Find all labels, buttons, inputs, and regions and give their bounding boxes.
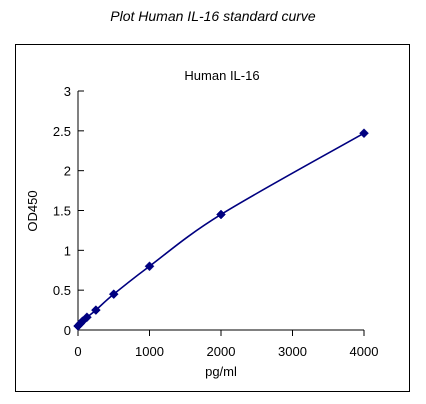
y-tick-label: 0.5: [53, 283, 71, 298]
x-tick-label: 2000: [207, 344, 236, 359]
y-tick-label: 1.5: [53, 204, 71, 219]
data-point: [216, 209, 226, 220]
chart-title: Human IL-16: [184, 68, 259, 83]
data-point: [91, 305, 101, 315]
x-tick-label: 1000: [135, 344, 164, 359]
y-tick-label: 0: [64, 323, 71, 338]
x-tick-label: 3000: [278, 344, 307, 359]
x-tick-label: 0: [74, 344, 81, 359]
data-point: [82, 312, 92, 323]
series: [73, 128, 369, 331]
chart-frame: [15, 44, 410, 392]
y-tick-label: 3: [64, 84, 71, 99]
axes: 0 0.5 1 1.5 2 2.5 3 0 1000 2000 3000 4000: [53, 84, 379, 359]
series-line: [77, 132, 365, 327]
x-tick-label: 4000: [350, 344, 379, 359]
data-point: [144, 261, 155, 272]
y-tick-label: 1: [64, 243, 71, 258]
data-point: [108, 289, 119, 300]
data-point: [359, 128, 369, 139]
x-axis-label: pg/ml: [205, 364, 237, 379]
y-axis-label: OD450: [25, 190, 40, 231]
page-title: Plot Human IL-16 standard curve: [110, 8, 316, 24]
y-tick-label: 2: [64, 164, 71, 179]
y-tick-label: 2.5: [53, 124, 71, 139]
